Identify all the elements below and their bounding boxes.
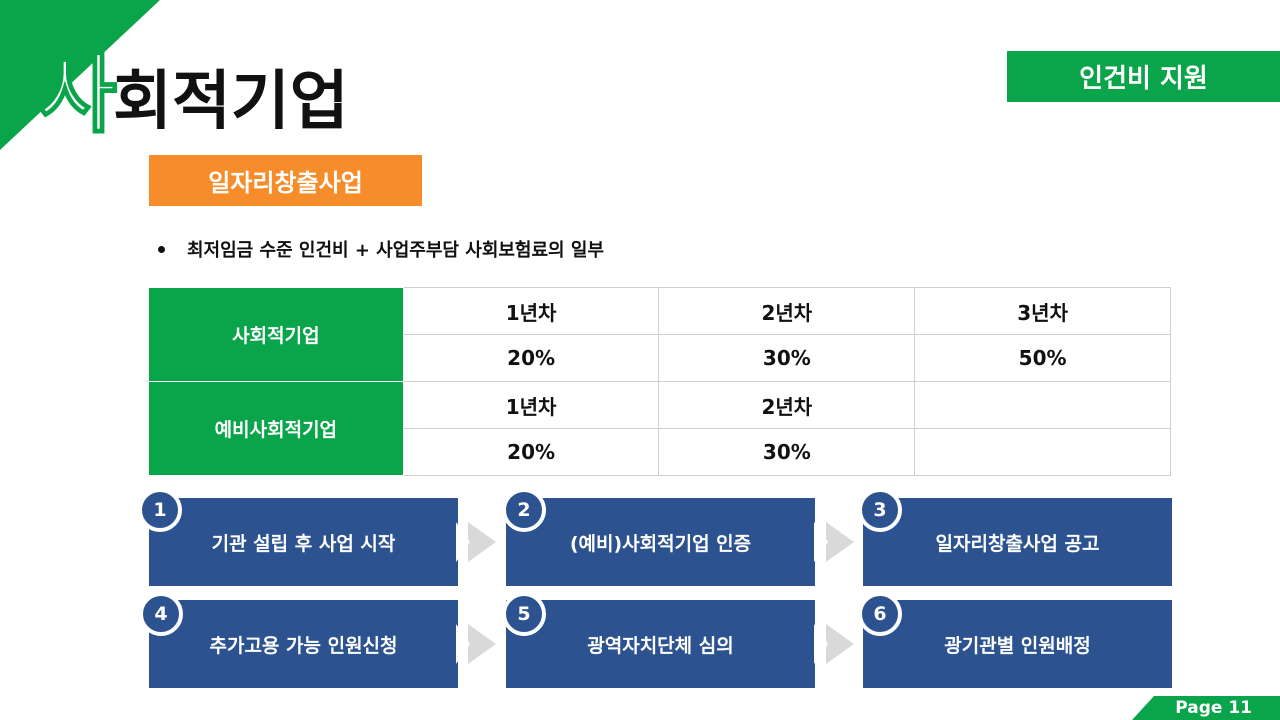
row-header-preliminary: 예비사회적기업 [148,381,404,476]
table-cell: 2년차 [658,381,916,429]
table-cell: 1년차 [402,287,660,335]
chevron-right-icon [456,522,496,562]
step-number-badge: 5 [502,592,546,636]
table-cell [914,428,1171,476]
table-cell: 50% [914,334,1171,382]
step-label: 기관 설립 후 사업 시작 [211,532,396,555]
table-cell [914,381,1171,429]
step-label: (예비)사회적기업 인증 [569,532,752,555]
step-number-badge: 6 [858,592,902,636]
step-number-badge: 3 [858,488,902,532]
step-label: 추가고용 가능 인원신청 [209,634,398,657]
title-first-char: 사 [37,45,118,145]
row-header-social: 사회적기업 [148,287,404,382]
table-cell: 1년차 [402,381,660,429]
page-number-tab: Page 11 [1132,696,1280,720]
topic-badge: 인건비 지원 [1007,51,1280,102]
table-cell: 3년차 [914,287,1171,335]
chevron-right-icon [814,522,854,562]
support-rate-table: 사회적기업 1년차 2년차 3년차 20% 30% 50% 예비사회적기업 1년… [148,287,1171,476]
bullet-item: 최저임금 수준 인건비 + 사업주부담 사회보험료의 일부 [158,236,604,262]
process-step-2: (예비)사회적기업 인증 [506,498,815,586]
process-step-4: 추가고용 가능 인원신청 [149,600,458,688]
table-cell: 20% [402,334,660,382]
process-step-1: 기관 설립 후 사업 시작 [149,498,458,586]
table-cell: 30% [658,428,916,476]
title-rest: 회적기업 [113,65,349,139]
step-label: 광기관별 인원배정 [944,634,1091,657]
table-cell: 20% [402,428,660,476]
table-cell: 30% [658,334,916,382]
process-step-3: 일자리창출사업 공고 [863,498,1172,586]
table-cell: 2년차 [658,287,916,335]
process-step-6: 광기관별 인원배정 [863,600,1172,688]
chevron-right-icon [456,624,496,664]
chevron-right-icon [814,624,854,664]
corner-accent-shape [0,0,160,150]
table-row: 사회적기업 1년차 2년차 3년차 [148,287,1171,382]
bullet-dot-icon [158,245,165,253]
step-number-badge: 1 [138,488,182,532]
step-number-badge: 2 [502,488,546,532]
table-row: 20% 30% [149,428,1171,476]
step-number-badge: 4 [139,592,183,636]
bullet-text: 최저임금 수준 인건비 + 사업주부담 사회보험료의 일부 [187,240,604,261]
page-number: Page 11 [1175,698,1252,718]
table-row: 예비사회적기업 1년차 2년차 [148,381,1171,476]
page-title: 사 회적기업 [37,28,349,145]
section-label: 일자리창출사업 [149,155,422,206]
process-step-5: 광역자치단체 심의 [506,600,815,688]
step-label: 일자리창출사업 공고 [935,532,1100,555]
step-label: 광역자치단체 심의 [587,634,734,657]
